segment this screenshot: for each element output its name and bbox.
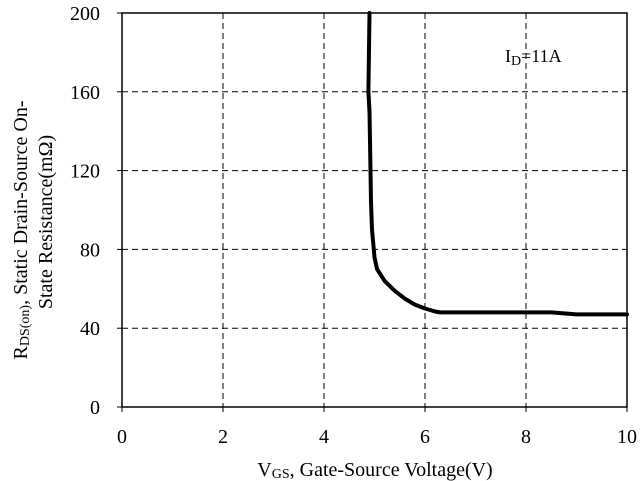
y-tick-label: 0	[90, 397, 100, 419]
x-tick-label: 2	[218, 426, 228, 448]
x-tick-label: 10	[617, 426, 637, 448]
series-layer	[366, 11, 629, 317]
plot-frame	[121, 12, 628, 408]
axes	[117, 12, 628, 412]
y-tick-label: 200	[70, 3, 100, 25]
y-tick-label: 120	[70, 161, 100, 183]
x-axis-label: VGS, Gate-Source Voltage(V)	[257, 459, 492, 481]
x-tick-label: 4	[319, 426, 329, 448]
series-line	[366, 11, 629, 317]
x-tick-label: 0	[117, 426, 127, 448]
y-axis-label-line2: State Resistance(mΩ)	[35, 135, 57, 309]
x-tick-label: 6	[420, 426, 430, 448]
grid	[122, 13, 627, 407]
y-tick-label: 160	[70, 82, 100, 104]
annotation-label: ID=11A	[505, 46, 562, 69]
tick-labels: 0 2 4 6 8 10 0 40 80 120 160 200	[70, 3, 637, 448]
y-tick-label: 80	[80, 239, 100, 261]
x-tick-label: 8	[521, 426, 531, 448]
y-axis-label-line1: RDS(on), Static Drain-Source On-	[10, 101, 33, 360]
y-tick-label: 40	[80, 318, 100, 340]
